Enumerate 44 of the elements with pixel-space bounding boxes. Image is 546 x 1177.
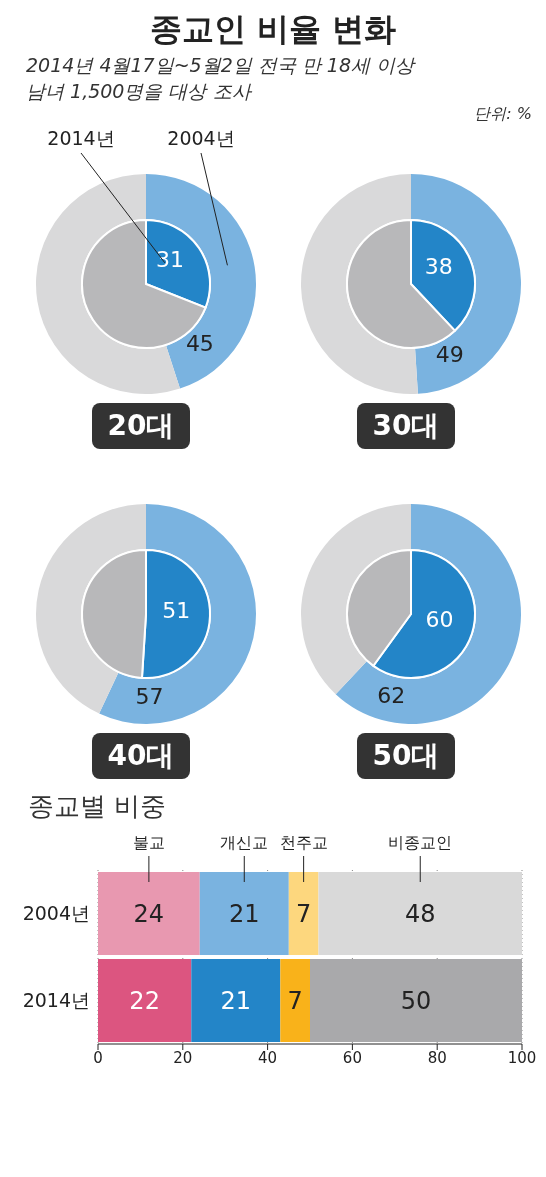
data-label: 49 — [435, 342, 464, 368]
x-tick-label: 20 — [173, 1048, 193, 1067]
x-tick-label: 60 — [342, 1048, 362, 1067]
data-label: 38 — [424, 253, 453, 279]
data-label: 31 — [156, 246, 185, 272]
bar — [199, 872, 289, 955]
bar — [191, 959, 281, 1042]
text: 단위: % — [473, 104, 532, 125]
data-label: 57 — [135, 683, 164, 709]
data-label: 48 — [404, 899, 436, 928]
x-tick-label: 100 — [507, 1048, 537, 1067]
x-tick-label: 40 — [258, 1048, 278, 1067]
text: 종교인 비율 변화 — [148, 9, 398, 50]
bar — [98, 959, 192, 1042]
chart-title: 종교별 비중 — [28, 790, 168, 823]
data-label: 22 — [129, 986, 160, 1015]
x-tick-label: 80 — [427, 1048, 447, 1067]
data-label: 7 — [287, 986, 303, 1015]
data-label: 62 — [377, 682, 406, 708]
bar — [318, 872, 522, 955]
data-label: 7 — [296, 899, 312, 928]
data-label: 50 — [400, 986, 432, 1015]
text: 50대 — [356, 733, 456, 779]
bar — [98, 872, 200, 955]
data-label: 60 — [425, 607, 454, 633]
series-label: 천주교 — [279, 833, 328, 852]
data-label: 21 — [229, 899, 260, 928]
series-label: 비종교인 — [388, 833, 453, 852]
slice-label: 2004년 — [167, 127, 235, 149]
bar — [310, 959, 522, 1042]
bar — [280, 959, 310, 1042]
text: 40대 — [91, 733, 191, 779]
series-label: 개신교 — [220, 833, 269, 852]
x-tick-label: 0 — [93, 1048, 103, 1067]
data-label: 51 — [162, 597, 191, 623]
data-label: 45 — [185, 331, 214, 357]
slice-label: 2014년 — [47, 127, 115, 149]
text: 30대 — [356, 403, 456, 449]
data-label: 24 — [133, 899, 165, 928]
series-label: 불교 — [132, 833, 165, 852]
text: 2014년 4월17일~5월2일 전국 만 18세 이상 남녀 1,500명을 대상 조사 — [26, 53, 417, 104]
bar — [288, 872, 319, 955]
data-label: 21 — [220, 986, 252, 1015]
text: 20대 — [91, 403, 191, 449]
